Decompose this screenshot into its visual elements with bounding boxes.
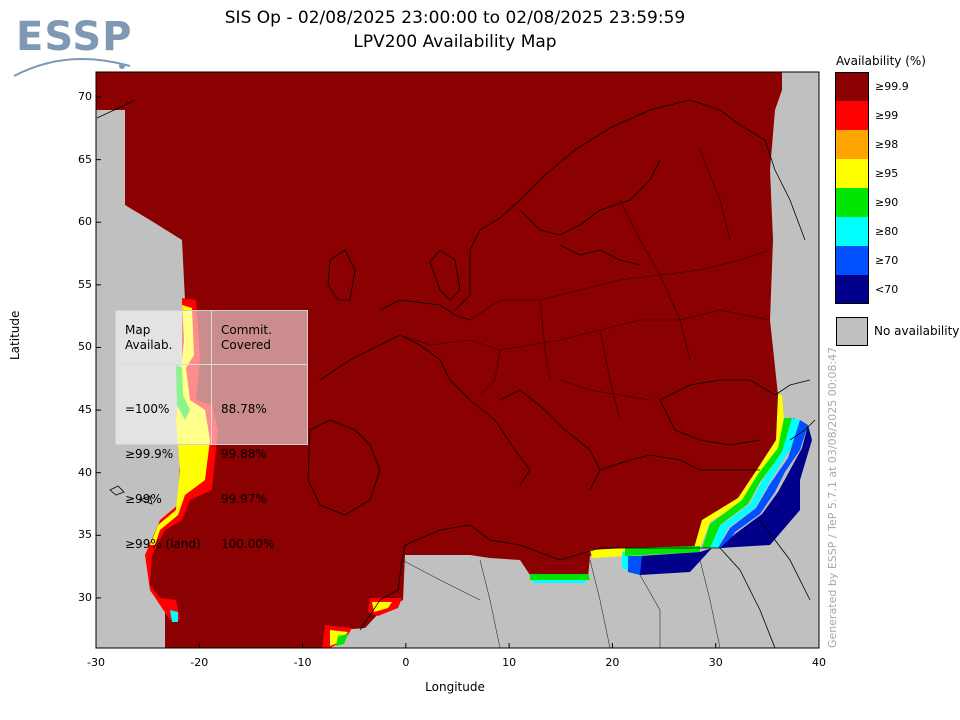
axis-ticks (95, 96, 820, 648)
y-tick-label: 30 (78, 590, 92, 604)
stats-divider-vertical (211, 310, 212, 445)
availability-band-cyan-libya (532, 580, 586, 583)
legend-label: ≥98 (875, 138, 899, 151)
availability-band-yellow-libya (590, 548, 625, 558)
stats-row-label: ≥99% (land) (125, 537, 201, 551)
x-tick-label: -20 (190, 656, 209, 669)
stats-header-map-availability: Map Availab. (125, 323, 173, 352)
y-tick-label: 40 (78, 465, 92, 479)
availability-band-navy-east (720, 425, 812, 548)
availability-band-cyan-west (170, 610, 178, 622)
availability-band-yellow-east (694, 395, 790, 548)
logo-swoosh-icon (13, 57, 131, 77)
legend-swatch (836, 159, 868, 188)
availability-band-navy-egypt (628, 548, 712, 575)
legend-swatch (836, 217, 868, 246)
stats-row-value: 99.88% (221, 447, 267, 461)
legend-swatch (836, 72, 868, 101)
availability-band-green-egypt (625, 546, 700, 556)
generated-by-note: Generated by ESSP / TeP 5.7.1 at 03/08/2… (826, 346, 839, 648)
legend-swatch-no-availability (836, 317, 868, 346)
y-tick-label: 50 (78, 340, 92, 354)
map-title: SIS Op - 02/08/2025 23:00:00 to 02/08/20… (224, 8, 686, 28)
legend-swatch (836, 101, 868, 130)
legend-swatch (836, 246, 868, 275)
availability-band-cyan-east (710, 418, 800, 548)
stats-header-committed-covered: Commit. Covered (221, 323, 272, 352)
x-tick-label: -10 (293, 656, 312, 669)
stats-row-label: =100% (125, 402, 170, 416)
y-axis-label: Latitude (8, 310, 22, 360)
y-tick-label: 65 (78, 152, 92, 166)
availability-region-high (96, 72, 795, 648)
x-tick-label: 30 (708, 656, 723, 669)
stats-row-label: ≥99% (125, 492, 162, 506)
x-tick-label: 10 (502, 656, 517, 669)
availability-band-green-s (336, 634, 348, 646)
y-tick-label: 60 (78, 215, 92, 229)
y-tick-label: 45 (78, 403, 92, 417)
stats-row-label: ≥99.9% (125, 447, 174, 461)
stats-row-labels: =100% ≥99.9% ≥99% ≥99% (land) (125, 372, 201, 582)
legend-label-no-availability: No availability (874, 324, 960, 338)
legend-title: Availability (%) (836, 54, 926, 68)
legend-label: <70 (875, 283, 899, 296)
legend-swatch (836, 188, 868, 217)
legend-label: ≥99.9 (875, 80, 909, 93)
availability-band-green-east (702, 418, 792, 548)
stats-row-values: 88.78% 99.88% 99.97% 100.00% (221, 372, 274, 582)
essp-logo: ESSP (12, 8, 142, 83)
legend-swatch (836, 130, 868, 159)
x-tick-label: -30 (87, 656, 105, 669)
x-tick-label: 0 (402, 656, 410, 669)
y-tick-label: 55 (78, 277, 92, 291)
availability-band-blue-east (718, 420, 808, 548)
legend-label: ≥80 (875, 225, 899, 238)
availability-band-cyan-egypt (622, 552, 628, 570)
x-tick-label: 20 (605, 656, 620, 669)
y-tick-label: 35 (78, 528, 92, 542)
stats-row-value: 99.97% (221, 492, 267, 506)
legend-swatch (836, 275, 868, 304)
legend-label: ≥70 (875, 254, 899, 267)
x-tick-label: 40 (812, 656, 826, 669)
legend-label: ≥95 (875, 167, 899, 180)
availability-band-blue-egypt (625, 556, 642, 575)
stats-row-value: 88.78% (221, 402, 267, 416)
x-axis-label: Longitude (425, 680, 485, 694)
stats-divider-horizontal (115, 364, 308, 365)
legend-label: ≥90 (875, 196, 899, 209)
plot-frame (95, 71, 820, 649)
coverage-stats-table: Map Availab. Commit. Covered =100% ≥99.9… (115, 310, 308, 551)
map-subtitle: LPV200 Availability Map (353, 32, 557, 52)
logo-text: ESSP (16, 14, 133, 60)
availability-band-green-libya (530, 574, 590, 580)
stats-row-value: 100.00% (221, 537, 275, 551)
coastlines (96, 99, 816, 648)
y-tick-label: 70 (78, 90, 92, 104)
country-borders (399, 149, 771, 648)
legend-label: ≥99 (875, 109, 899, 122)
